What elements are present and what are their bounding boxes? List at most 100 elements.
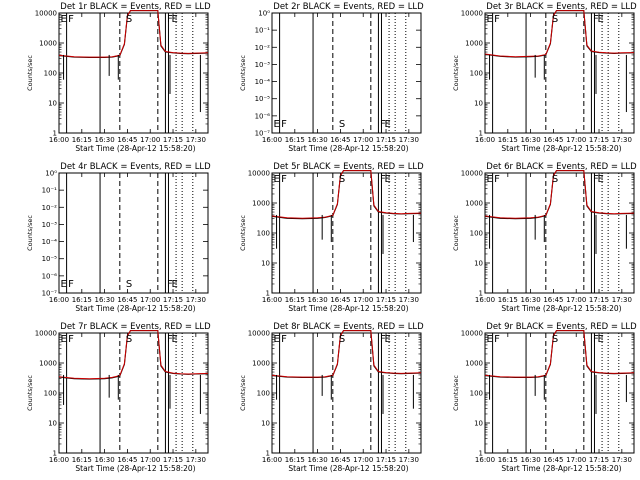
plot-frame [484, 12, 635, 134]
plot-frame [58, 172, 209, 294]
data-area [485, 170, 634, 254]
annotation-label: E [61, 279, 67, 290]
y-tick-label: 1 [479, 130, 483, 138]
annotation-label: F [281, 334, 287, 345]
x-tick-label: 17:00 [566, 296, 586, 304]
annotation-label: F [494, 334, 500, 345]
x-tick-label: 16:30 [521, 136, 541, 144]
x-tick-label: 17:30 [612, 296, 632, 304]
x-tick-label: 16:45 [117, 456, 137, 464]
annotation-label: E [385, 334, 391, 345]
y-axis-label: Counts/sec [26, 55, 34, 91]
x-tick-label: 17:30 [186, 136, 206, 144]
y-tick-label: 10⁻⁶ [42, 272, 58, 280]
events-series-line [59, 330, 208, 380]
events-series-line [485, 10, 634, 58]
y-tick-label: 10⁻⁷ [42, 290, 58, 298]
x-tick-label: 16:30 [521, 296, 541, 304]
y-tick-label: 1 [479, 450, 483, 458]
y-tick-label: 100 [470, 390, 483, 398]
x-tick-label: 17:30 [399, 136, 419, 144]
y-tick-label: 10 [261, 420, 270, 428]
annotation-label: F [380, 119, 386, 130]
x-tick-label: 17:15 [163, 136, 183, 144]
x-tick-label: 16:00 [475, 296, 495, 304]
lld-series-line [485, 10, 634, 58]
y-tick-label: 10 [474, 420, 483, 428]
lld-series-line [272, 330, 421, 378]
data-area [485, 10, 634, 113]
y-axis-label: Counts/sec [26, 215, 34, 251]
annotation-label: E [487, 334, 493, 345]
annotation-label: S [552, 14, 558, 25]
y-tick-label: 10⁻⁷ [255, 130, 271, 138]
annotation-label: F [68, 14, 74, 25]
annotation-label: E [487, 174, 493, 185]
x-tick-label: 16:15 [72, 296, 92, 304]
y-axis-label: Counts/sec [452, 375, 460, 411]
annotation-label: F [167, 14, 173, 25]
annotation-label: F [593, 174, 599, 185]
x-tick-label: 16:30 [308, 296, 328, 304]
annotation-label: S [552, 174, 558, 185]
y-tick-label: 10⁻² [255, 44, 271, 52]
x-tick-label: 16:15 [285, 296, 305, 304]
annotation-label: E [61, 334, 67, 345]
x-tick-label: 16:45 [543, 136, 563, 144]
x-tick-label: 16:30 [308, 456, 328, 464]
annotation-label: F [593, 334, 599, 345]
y-tick-label: 10000 [35, 10, 57, 18]
panel-title: Det 7r BLACK = Events, RED = LLD [60, 322, 211, 332]
y-tick-label: 1000 [39, 360, 57, 368]
x-tick-label: 17:15 [163, 456, 183, 464]
y-tick-label: 10⁻⁴ [255, 78, 271, 86]
x-tick-label: 17:30 [186, 456, 206, 464]
x-axis-label: Start Time (28-Apr-12 15:58:20) [75, 304, 195, 313]
panel-title: Det 5r BLACK = Events, RED = LLD [273, 162, 424, 172]
annotation-label: F [380, 174, 386, 185]
lld-series-line [485, 330, 634, 378]
x-tick-label: 16:00 [262, 456, 282, 464]
x-tick-label: 16:15 [72, 136, 92, 144]
x-tick-label: 17:15 [376, 296, 396, 304]
y-tick-label: 1 [53, 130, 57, 138]
annotation-label: F [494, 14, 500, 25]
x-axis-label: Start Time (28-Apr-12 15:58:20) [75, 144, 195, 153]
y-tick-label: 1000 [252, 200, 270, 208]
y-tick-label: 10⁻⁴ [42, 238, 58, 246]
y-tick-label: 1 [266, 450, 270, 458]
data-area [59, 330, 208, 414]
y-tick-label: 100 [470, 230, 483, 238]
y-tick-label: 1000 [465, 40, 483, 48]
y-axis-label: Counts/sec [239, 55, 247, 91]
annotation-label: E [172, 279, 178, 290]
events-series-line [485, 170, 634, 220]
plot-frame [271, 12, 422, 134]
x-tick-label: 16:45 [543, 456, 563, 464]
data-area [272, 330, 421, 414]
data-area [59, 10, 208, 113]
y-tick-label: 100 [44, 390, 57, 398]
annotation-label: F [167, 279, 173, 290]
x-tick-label: 16:00 [475, 136, 495, 144]
y-tick-label: 1000 [39, 40, 57, 48]
annotation-label: E [385, 119, 391, 130]
x-tick-label: 16:30 [95, 136, 115, 144]
annotation-label: E [274, 334, 280, 345]
x-tick-label: 16:45 [117, 136, 137, 144]
y-tick-label: 10000 [35, 330, 57, 338]
y-tick-label: 100 [470, 70, 483, 78]
x-tick-label: 17:00 [140, 456, 160, 464]
x-tick-label: 17:30 [612, 136, 632, 144]
x-tick-label: 17:15 [589, 296, 609, 304]
annotation-label: S [552, 334, 558, 345]
plot-frame [58, 332, 209, 454]
annotation-label: S [339, 334, 345, 345]
y-axis-label: Counts/sec [239, 215, 247, 251]
y-tick-label: 100 [257, 390, 270, 398]
